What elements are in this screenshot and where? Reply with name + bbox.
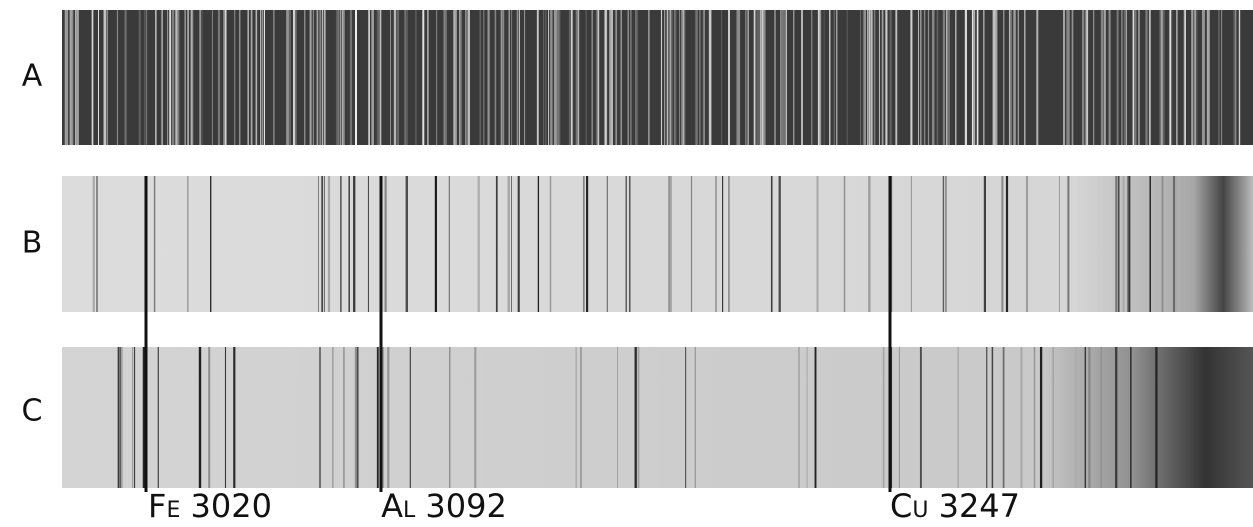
- row-label: B: [22, 226, 43, 261]
- row-label: A: [22, 59, 43, 94]
- spectrum-strip: [62, 10, 1253, 145]
- spectrum-strip: [62, 347, 1253, 488]
- row-label: C: [22, 394, 43, 429]
- marker-label: Fe 3020: [148, 487, 272, 525]
- marker-label: Cu 3247: [890, 487, 1020, 525]
- marker-label: Al 3092: [381, 487, 507, 525]
- spectrum-strip: [62, 176, 1253, 312]
- spectral-lines: [64, 10, 1241, 488]
